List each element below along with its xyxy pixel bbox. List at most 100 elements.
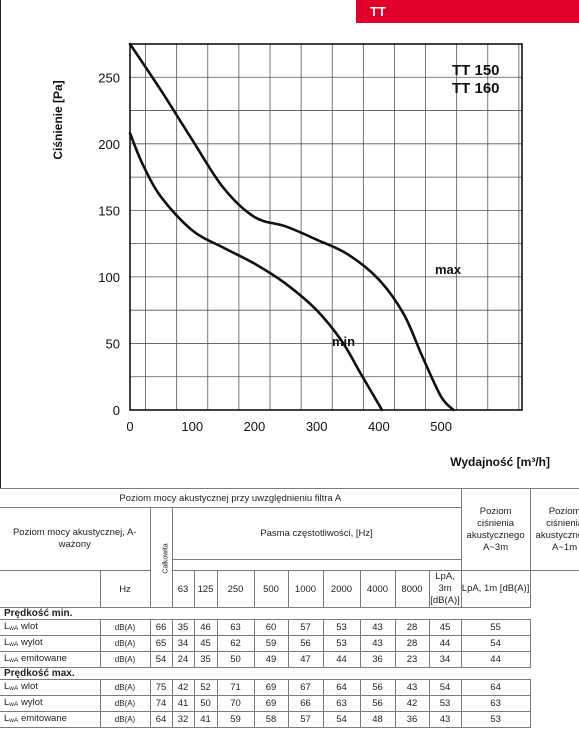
band-cell: 43 — [359, 619, 396, 636]
row-unit: dB(A) — [99, 711, 151, 728]
lwa-subscript: wA — [9, 625, 19, 632]
lwa-subscript: wA — [9, 685, 19, 692]
band-header-spacer — [171, 559, 462, 571]
band-cell: 53 — [322, 619, 361, 636]
y-tick-label: 250 — [98, 70, 120, 85]
band-cell: 50 — [216, 651, 255, 668]
band-cell: 45 — [193, 635, 218, 652]
page-border — [0, 0, 1, 488]
band-cell: 50 — [193, 695, 218, 712]
band-500: 500 — [253, 570, 289, 608]
band-cell: 58 — [253, 711, 289, 728]
lpa3-header: Poziom ciśnienia akustycznego A~3m — [460, 488, 531, 571]
band-cell: 69 — [253, 695, 289, 712]
hz-spacer — [0, 570, 101, 608]
band-cell: 28 — [394, 635, 430, 652]
lwa-subscript: wA — [9, 641, 19, 648]
band-250: 250 — [216, 570, 255, 608]
lpa3-unit: LpA, 3m [dB(A)] — [428, 570, 462, 608]
band-cell: 36 — [394, 711, 430, 728]
total-cell: 65 — [149, 635, 173, 652]
total-cell: 66 — [149, 619, 173, 636]
curve-label-max: max — [435, 262, 462, 277]
section-tab-label: TT — [370, 4, 386, 19]
series-label-1: TT 150 — [452, 62, 500, 79]
lpa1-unit: LpA, 1m [dB(A)] — [460, 570, 531, 608]
band-cell: 62 — [216, 635, 255, 652]
band-cell: 69 — [253, 679, 289, 696]
x-tick-label: 500 — [430, 419, 452, 434]
lpa1-cell: 63 — [460, 695, 531, 712]
lpa1-cell: 64 — [460, 679, 531, 696]
row-unit: dB(A) — [99, 651, 151, 668]
band-cell: 35 — [171, 619, 195, 636]
series-label-2: TT 160 — [452, 80, 500, 97]
x-axis-label: Wydajność [m³/h] — [450, 455, 550, 469]
band-cell: 49 — [253, 651, 289, 668]
band-cell: 53 — [322, 635, 361, 652]
plot-frame — [129, 43, 523, 411]
band-cell: 60 — [253, 619, 289, 636]
band-cell: 41 — [171, 695, 195, 712]
lpa3-cell: 44 — [428, 635, 462, 652]
lpa1-cell: 44 — [460, 651, 531, 668]
section-header-row: Prędkość max. — [0, 668, 579, 680]
y-tick-label: 200 — [98, 137, 120, 152]
y-axis-label: Ciśnienie [Pa] — [51, 80, 65, 159]
band-cell: 59 — [253, 635, 289, 652]
lpa3-cell: 53 — [428, 695, 462, 712]
lpa1-cell: 53 — [460, 711, 531, 728]
section-title: Prędkość min. — [4, 608, 73, 619]
section-header-row: Prędkość min. — [0, 608, 579, 620]
band-cell: 43 — [394, 679, 430, 696]
band-header: Pasma częstotliwości, [Hz] — [171, 507, 462, 560]
band-cell: 43 — [359, 635, 396, 652]
lpa3-cell: 45 — [428, 619, 462, 636]
axis-ticks: 0 100 200 300 400 500 0 50 100 150 200 250 — [98, 70, 452, 434]
y-tick-label: 50 — [106, 336, 120, 351]
band-cell: 56 — [359, 695, 396, 712]
chart-grid — [130, 44, 522, 410]
hz-label: Hz — [99, 570, 151, 608]
lwa-subscript: wA — [9, 701, 19, 708]
total-cell: 75 — [149, 679, 173, 696]
row-unit: dB(A) — [99, 695, 151, 712]
band-cell: 64 — [322, 679, 361, 696]
table-row: LwA emitowane dB(A) 64 32 41 59 58 57 54 48 36 43 53 — [0, 711, 579, 728]
x-tick-label: 100 — [181, 419, 203, 434]
band-cell: 44 — [322, 651, 361, 668]
band-8000: 8000 — [394, 570, 430, 608]
band-1000: 1000 — [287, 570, 324, 608]
band-cell: 42 — [394, 695, 430, 712]
x-tick-label: 300 — [306, 419, 328, 434]
band-cell: 47 — [287, 651, 324, 668]
total-header: Całkowita — [149, 507, 173, 608]
table-row: LwA wylot dB(A) 74 41 50 70 69 66 63 56 42 53 63 — [0, 695, 579, 712]
band-cell: 59 — [216, 711, 255, 728]
band-125: 125 — [193, 570, 218, 608]
y-tick-label: 100 — [98, 270, 120, 285]
x-tick-label: 0 — [126, 419, 133, 434]
band-cell: 70 — [216, 695, 255, 712]
x-tick-label: 400 — [368, 419, 390, 434]
acoustic-table-body: Prędkość min. LwA wlot dB(A) 66 35 46 63 60 57 53… — [0, 608, 579, 728]
acoustic-table: Poziom mocy akustycznej przy uwzględnien… — [0, 488, 579, 728]
y-tick-label: 0 — [113, 403, 120, 418]
band-cell: 35 — [193, 651, 218, 668]
band-cell: 28 — [394, 619, 430, 636]
band-cell: 48 — [359, 711, 396, 728]
fan-performance-chart: 0 100 200 300 400 500 0 50 100 150 200 250 TT 150 T… — [51, 42, 550, 469]
row-label: LwA wylot — [0, 695, 101, 712]
band-cell: 63 — [322, 695, 361, 712]
total-cell: 74 — [149, 695, 173, 712]
row-label: LwA wlot — [0, 619, 101, 636]
lpa3-cell: 43 — [428, 711, 462, 728]
band-cell: 66 — [287, 695, 324, 712]
table-title: Poziom mocy akustycznej przy uwzględnien… — [0, 488, 462, 508]
y-tick-label: 150 — [98, 203, 120, 218]
table-row: LwA wlot dB(A) 66 35 46 63 60 57 53 43 28 45 55 — [0, 619, 579, 636]
section-tab: TT — [356, 0, 579, 23]
x-tick-label: 200 — [244, 419, 266, 434]
band-cell: 32 — [171, 711, 195, 728]
band-63: 63 — [171, 570, 195, 608]
